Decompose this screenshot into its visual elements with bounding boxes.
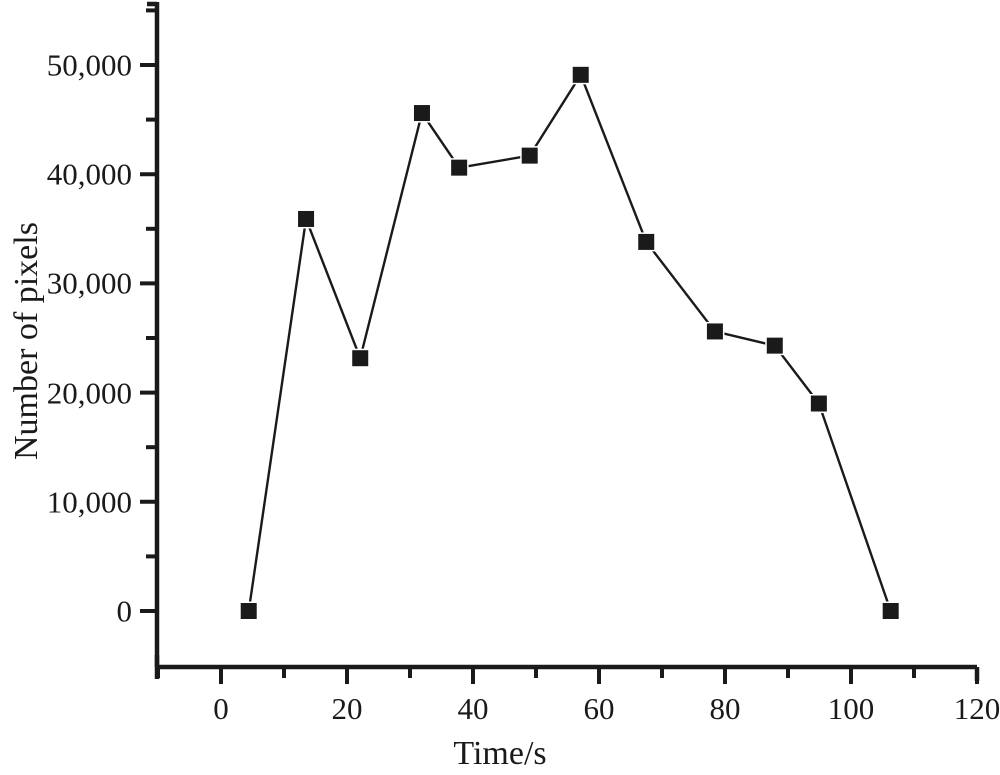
data-series-line: [247, 72, 892, 612]
x-tick-label: 20: [331, 691, 363, 726]
data-marker: [240, 603, 257, 619]
x-tick-label: 120: [953, 691, 1000, 726]
y-tick-label: 30,000: [46, 265, 132, 301]
y-tick-label: 0: [116, 593, 133, 629]
x-tick-label: 80: [709, 691, 741, 726]
y-tick-label: 40,000: [46, 156, 132, 192]
data-marker: [882, 603, 899, 619]
data-marker: [521, 147, 538, 164]
x-tick-label: 40: [457, 691, 489, 726]
data-marker: [706, 323, 723, 340]
y-tick-label: 20,000: [46, 375, 132, 411]
data-series-markers: [239, 65, 901, 621]
y-axis-title: Number of pixels: [8, 222, 45, 460]
data-marker: [352, 350, 369, 367]
data-marker: [572, 66, 589, 83]
data-marker: [298, 210, 315, 227]
data-marker: [810, 395, 827, 412]
y-tick-label: 10,000: [46, 484, 132, 520]
x-tick-label: 0: [213, 691, 229, 726]
x-axis-ticks: [156, 667, 979, 684]
x-axis-title: Time/s: [453, 735, 547, 772]
y-axis-ticks: [140, 8, 157, 613]
data-marker: [451, 159, 468, 176]
x-tick-label: 100: [827, 691, 875, 726]
y-tick-label: 50,000: [46, 47, 132, 83]
data-marker: [413, 105, 430, 122]
x-tick-label: 60: [583, 691, 615, 726]
data-marker: [766, 337, 783, 354]
data-marker: [638, 233, 655, 250]
